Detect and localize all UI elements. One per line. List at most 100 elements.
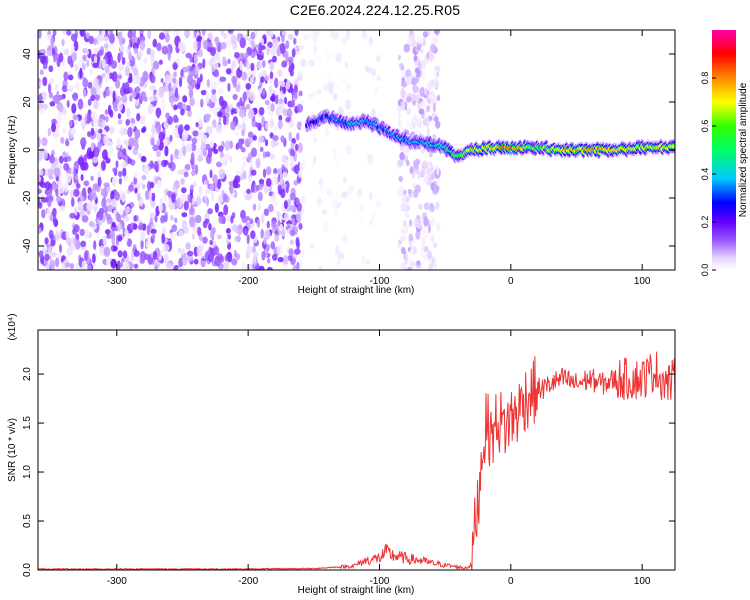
noise-blob <box>409 219 413 227</box>
noise-blob <box>87 131 91 138</box>
noise-blob <box>402 147 409 154</box>
noise-blob <box>376 54 381 63</box>
noise-blob <box>434 65 441 72</box>
noise-blob <box>427 80 434 91</box>
noise-blob <box>181 219 188 231</box>
noise-blob <box>104 109 109 115</box>
noise-blob <box>186 104 191 112</box>
noise-blob <box>165 112 171 119</box>
noise-blob <box>290 142 295 149</box>
noise-blob <box>195 148 202 156</box>
noise-blob <box>190 152 195 163</box>
noise-blob <box>264 229 271 240</box>
noise-blob <box>299 162 306 172</box>
noise-blob <box>189 216 196 228</box>
noise-blob <box>41 209 46 219</box>
noise-blob <box>188 88 194 99</box>
noise-blob <box>73 188 80 197</box>
noise-blob <box>111 221 116 228</box>
noise-blob <box>269 153 276 160</box>
noise-blob <box>284 96 288 105</box>
snr-y-tick-label: 0.0 <box>22 563 33 577</box>
noise-blob <box>105 198 113 204</box>
noise-blob <box>158 131 165 141</box>
noise-blob <box>419 86 426 98</box>
noise-blob <box>172 127 179 136</box>
noise-blob <box>277 184 282 191</box>
noise-blob <box>53 53 57 63</box>
noise-blob <box>300 208 305 214</box>
noise-blob <box>195 83 201 90</box>
noise-blob <box>210 191 214 202</box>
noise-blob <box>58 52 64 63</box>
noise-blob <box>296 213 301 222</box>
noise-blob <box>102 129 107 135</box>
noise-blob <box>274 77 279 89</box>
noise-blob <box>368 218 374 226</box>
noise-blob <box>132 42 139 50</box>
noise-blob <box>269 61 274 71</box>
noise-blob <box>284 50 289 61</box>
noise-blob <box>170 214 174 221</box>
noise-blob <box>262 60 266 69</box>
noise-blob <box>436 165 440 176</box>
noise-blob <box>280 188 286 199</box>
noise-blob <box>219 76 227 82</box>
noise-blob <box>172 62 178 71</box>
noise-blob <box>127 30 133 39</box>
spectrogram-x-tick-label: 0 <box>508 276 514 287</box>
noise-blob <box>158 32 166 40</box>
noise-blob <box>65 172 72 184</box>
noise-blob <box>400 203 407 212</box>
noise-blob <box>183 171 189 178</box>
noise-blob <box>46 189 53 198</box>
noise-blob <box>289 155 294 164</box>
noise-blob <box>312 43 318 55</box>
noise-blob <box>205 91 210 102</box>
noise-blob <box>413 218 418 228</box>
noise-blob <box>434 201 440 210</box>
noise-blob <box>279 42 286 54</box>
noise-blob <box>241 71 248 81</box>
noise-blob <box>102 135 110 146</box>
noise-blob <box>300 58 307 67</box>
noise-blob <box>138 49 143 58</box>
noise-blob <box>271 220 277 229</box>
noise-blob <box>134 171 138 179</box>
noise-blob <box>160 78 164 83</box>
noise-blob <box>118 36 123 46</box>
noise-blob <box>280 81 286 88</box>
noise-blob <box>51 123 56 133</box>
noise-blob <box>254 122 259 128</box>
noise-blob <box>161 45 169 55</box>
noise-blob <box>429 204 435 213</box>
noise-blob <box>173 104 178 111</box>
noise-blob <box>101 188 105 196</box>
noise-blob <box>52 215 57 226</box>
noise-blob <box>273 198 278 207</box>
noise-blob <box>277 119 283 130</box>
noise-blob <box>98 35 104 42</box>
noise-blob <box>265 166 272 176</box>
noise-blob <box>80 240 87 247</box>
noise-blob <box>258 135 265 144</box>
noise-blob <box>64 262 71 268</box>
noise-blob <box>38 250 44 258</box>
noise-blob <box>233 249 237 258</box>
noise-blob <box>167 162 173 169</box>
noise-blob <box>235 224 238 235</box>
noise-blob <box>122 148 127 156</box>
noise-blob <box>69 60 74 68</box>
snr-x-tick-label: -200 <box>238 576 258 587</box>
noise-blob <box>205 179 210 185</box>
noise-blob <box>142 184 146 190</box>
noise-blob <box>289 100 296 108</box>
snr-y-ticks: 0.0 0.5 1.0 1.5 2.0 <box>22 367 675 577</box>
noise-blob <box>424 230 428 239</box>
noise-blob <box>139 40 146 51</box>
noise-blob <box>91 192 97 201</box>
noise-blob <box>223 153 230 161</box>
noise-blob <box>98 128 103 134</box>
noise-blob <box>54 83 59 91</box>
noise-blob <box>73 40 79 52</box>
